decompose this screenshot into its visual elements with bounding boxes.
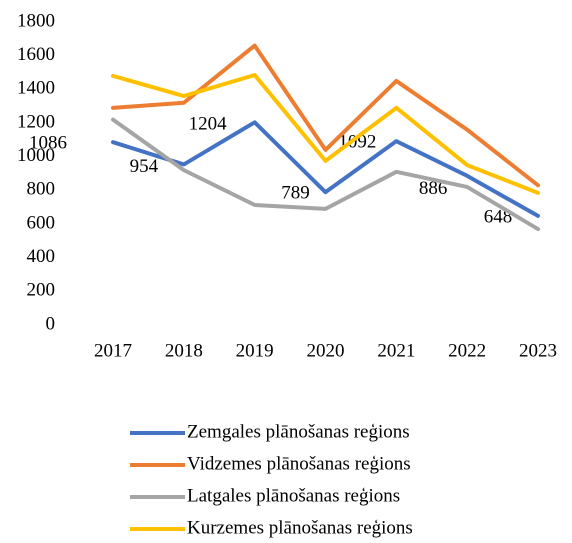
- y-tick-label: 800: [27, 179, 56, 200]
- legend-label: Vidzemes plānošanas reģions: [187, 453, 411, 474]
- series-line: [111, 73, 540, 195]
- series-line: [111, 43, 540, 188]
- x-tick-label: 2021: [377, 340, 415, 361]
- y-tick-label: 200: [27, 280, 56, 301]
- y-tick-label: 0: [46, 313, 56, 334]
- legend-label: Kurzemes plānošanas reģions: [187, 517, 413, 538]
- data-label: 954: [130, 156, 159, 177]
- data-label: 789: [281, 183, 310, 204]
- x-tick-label: 2017: [94, 340, 132, 361]
- series-line: [111, 120, 540, 218]
- data-label: 886: [419, 178, 448, 199]
- x-tick-label: 2022: [448, 340, 486, 361]
- y-tick-label: 600: [27, 212, 56, 233]
- data-label: 1086: [29, 133, 67, 154]
- legend-label: Zemgales plānošanas reģions: [187, 421, 410, 442]
- y-tick-label: 400: [27, 246, 56, 267]
- y-tick-label: 1800: [17, 10, 55, 31]
- x-tick-label: 2019: [236, 340, 274, 361]
- y-tick-label: 1200: [17, 111, 55, 132]
- data-label: 1092: [338, 132, 376, 153]
- series-line: [111, 117, 540, 232]
- x-tick-label: 2020: [307, 340, 345, 361]
- x-tick-label: 2023: [519, 340, 557, 361]
- x-tick-label: 2018: [165, 340, 203, 361]
- y-tick-label: 1000: [17, 145, 55, 166]
- y-tick-label: 1600: [17, 44, 55, 65]
- data-label: 1204: [189, 114, 228, 135]
- y-tick-label: 1400: [17, 78, 55, 99]
- legend-label: Latgales plānošanas reģions: [187, 485, 400, 506]
